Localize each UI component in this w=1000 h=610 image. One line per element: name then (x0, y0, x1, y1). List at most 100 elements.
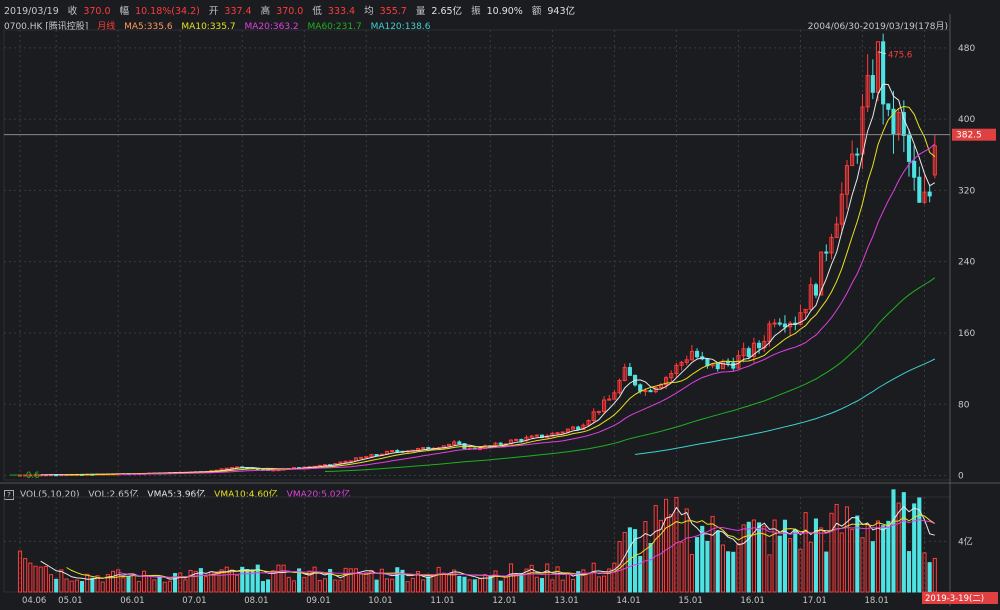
open-label: 开 (208, 6, 219, 17)
candle-body (555, 432, 560, 435)
volume-bar (157, 575, 162, 593)
ma20-line (118, 143, 936, 475)
candle-body (28, 474, 33, 477)
amplitude-label: 振 (471, 6, 481, 17)
volume-bar (570, 579, 576, 593)
volume-bar (152, 579, 157, 593)
volume-bar (291, 580, 296, 593)
vol-value: VOL:2.65亿 (88, 490, 139, 500)
volume-bar (33, 565, 38, 593)
volume-bar (772, 519, 777, 593)
candle-body (798, 312, 803, 325)
candle-body (622, 367, 627, 382)
volume-bar (390, 578, 395, 593)
volume-bar (183, 579, 188, 593)
volume-bar (431, 574, 436, 593)
candle-body (777, 322, 782, 325)
volume-bar (369, 569, 374, 593)
volume-bar (126, 575, 131, 593)
candle-body (834, 223, 839, 238)
volume-bar (467, 579, 472, 593)
volume-bar (271, 570, 276, 593)
volume-bar (545, 563, 550, 593)
price-panel-frame (3, 29, 951, 481)
volume-bar (746, 521, 751, 593)
amount-value: 943亿 (547, 6, 576, 17)
volume-bar (803, 512, 808, 593)
candle-body (395, 450, 400, 453)
candle-body (824, 251, 829, 254)
candle-body (855, 153, 860, 156)
candle-body (767, 323, 772, 342)
volume-bar (38, 566, 43, 593)
vma20-legend: VMA20:5.02亿 (286, 490, 351, 500)
volume-bar (844, 506, 850, 593)
volume-bar (198, 568, 203, 593)
volume-bar (539, 578, 545, 593)
candle-body (446, 443, 452, 447)
candle-body (229, 466, 234, 469)
candle-body (891, 108, 896, 135)
current-price-label: 382.5 (956, 131, 982, 141)
amount-label: 额 (531, 6, 542, 17)
volume-bar (307, 570, 312, 593)
x-tick-label: 07.01 (182, 596, 206, 606)
price-tick-label: 320 (958, 186, 975, 196)
low-value: 333.4 (327, 6, 356, 17)
help-icon[interactable]: ? (4, 490, 14, 500)
volume-bar (384, 578, 390, 593)
ma120-legend: MA120:138.6 (370, 22, 431, 32)
candle-body (576, 426, 581, 430)
candle-body (570, 426, 576, 430)
candle-body (421, 447, 426, 450)
volume-bar (141, 570, 147, 593)
candle-body (917, 176, 922, 203)
volume-bar (560, 579, 565, 593)
x-tick-label: 10.01 (368, 596, 392, 606)
candle-body (674, 364, 679, 375)
volume-bar (679, 541, 684, 593)
candle-body (224, 467, 229, 470)
volume-bar (452, 569, 457, 593)
candle-body (348, 460, 353, 463)
amplitude-value: 10.90% (486, 6, 523, 17)
candle-body (741, 348, 746, 357)
volume-bar (834, 503, 839, 593)
volume-bar (581, 569, 586, 593)
volume-bar (204, 576, 209, 593)
volume-bar (260, 581, 265, 593)
ma5-legend: MA5:335.6 (124, 22, 173, 32)
candle-body (881, 41, 886, 105)
change-label: 幅 (119, 6, 130, 17)
volume-bar (917, 497, 922, 593)
volume-bar (782, 519, 787, 593)
volume-bar (136, 581, 141, 593)
candle-body (338, 461, 343, 465)
volume-bar (281, 564, 286, 593)
volume-bar (715, 530, 720, 593)
candle-body (669, 373, 674, 379)
avg-value: 355.7 (379, 6, 407, 17)
x-tick-label: 13.01 (554, 596, 578, 606)
volume-bar (757, 522, 762, 593)
high-annotation-pointer (877, 51, 887, 55)
candle-body (875, 41, 881, 93)
volume-bar (808, 541, 813, 593)
volume-bar (793, 529, 798, 593)
x-tick-label: 05.01 (58, 596, 82, 606)
period-label[interactable]: 月线 (97, 22, 116, 32)
candle-body (715, 363, 720, 370)
volume-bar (477, 578, 483, 593)
candle-body (591, 411, 596, 421)
candle-body (612, 392, 617, 400)
volume-bar (193, 570, 198, 593)
volume-bar (534, 576, 539, 593)
volume-bar (110, 570, 116, 593)
latest-date-label: 2019-3-19(二) (925, 594, 984, 604)
x-tick-label: 06.01 (120, 596, 144, 606)
ticker-label: 0700.HK [腾讯控股] (4, 22, 89, 32)
ma10-legend: MA10:335.7 (181, 22, 236, 32)
candle-body (932, 145, 937, 176)
volume-bar (426, 576, 431, 593)
